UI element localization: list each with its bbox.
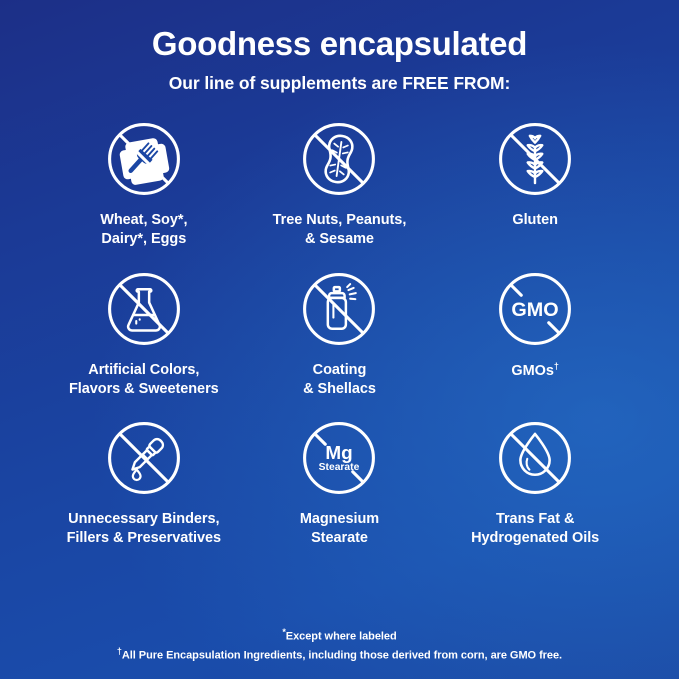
no-gmo-icon: GMO bbox=[492, 266, 578, 352]
free-from-item-coating: Coating & Shellacs bbox=[242, 266, 438, 400]
free-from-item-allergens: Wheat, Soy*, Dairy*, Eggs bbox=[46, 116, 242, 250]
free-from-item-gmo: GMO GMOs† bbox=[437, 266, 633, 400]
dagger-marker: † bbox=[553, 360, 559, 371]
free-from-item-label: Tree Nuts, Peanuts, & Sesame bbox=[272, 211, 407, 248]
footnote-dagger: †All Pure Encapsulation Ingredients, inc… bbox=[0, 645, 679, 665]
footnotes: *Except where labeled †All Pure Encapsul… bbox=[0, 626, 679, 665]
no-peanut-icon bbox=[296, 116, 382, 202]
free-from-item-label: Wheat, Soy*, Dairy*, Eggs bbox=[100, 211, 188, 248]
no-magnesium-stearate-icon: Mg Stearate bbox=[296, 415, 382, 501]
free-from-item-gluten: Gluten bbox=[437, 116, 633, 250]
stearate-icon-text: Stearate bbox=[319, 462, 360, 473]
free-from-item-label: Magnesium Stearate bbox=[299, 511, 380, 547]
free-from-item-magnesium-stearate: Mg Stearate Magnesium Stearate bbox=[242, 415, 438, 549]
free-from-item-label: Gluten bbox=[512, 211, 558, 228]
footnote-asterisk-text: Except where labeled bbox=[285, 630, 397, 643]
free-from-item-label: Unnecessary Binders, Fillers & Preservat… bbox=[66, 511, 222, 547]
free-from-item-label-text: GMOs bbox=[511, 362, 554, 379]
free-from-item-trans-fat: Trans Fat & Hydrogenated Oils bbox=[437, 415, 633, 549]
free-from-item-binders: Unnecessary Binders, Fillers & Preservat… bbox=[46, 415, 242, 549]
no-flask-icon bbox=[101, 266, 187, 352]
free-from-item-label: GMOs† bbox=[511, 360, 559, 381]
mg-icon-text: Mg bbox=[326, 443, 353, 464]
free-from-item-nuts: Tree Nuts, Peanuts, & Sesame bbox=[242, 116, 438, 250]
free-from-item-label: Artificial Colors, Flavors & Sweeteners bbox=[68, 361, 219, 397]
free-from-grid: Wheat, Soy*, Dairy*, Eggs bbox=[0, 116, 679, 549]
gmo-icon-text: GMO bbox=[512, 298, 559, 320]
no-spray-can-icon bbox=[296, 266, 382, 352]
footnote-dagger-text: All Pure Encapsulation Ingredients, incl… bbox=[121, 649, 563, 662]
no-allergen-cross-fork-icon bbox=[101, 116, 187, 202]
page-subtitle: Our line of supplements are FREE FROM: bbox=[168, 72, 511, 93]
page-title: Goodness encapsulated bbox=[151, 25, 528, 62]
footnote-asterisk: *Except where labeled bbox=[0, 626, 679, 646]
free-from-item-artificial-colors: Artificial Colors, Flavors & Sweeteners bbox=[46, 266, 242, 400]
asterisk-marker: * bbox=[282, 626, 286, 637]
header: Goodness encapsulated Our line of supple… bbox=[0, 0, 679, 94]
free-from-item-label: Coating & Shellacs bbox=[303, 361, 376, 397]
free-from-item-label: Trans Fat & Hydrogenated Oils bbox=[471, 511, 600, 547]
no-wheat-stalk-icon bbox=[492, 116, 578, 202]
no-dropper-icon bbox=[101, 415, 187, 501]
no-oil-droplet-icon bbox=[492, 415, 578, 501]
dagger-marker-footnote: † bbox=[116, 646, 122, 657]
